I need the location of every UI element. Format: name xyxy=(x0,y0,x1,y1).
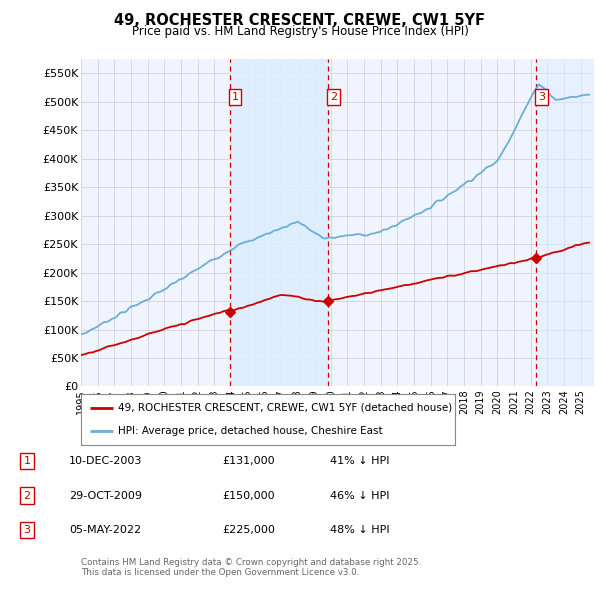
Text: HPI: Average price, detached house, Cheshire East: HPI: Average price, detached house, Ches… xyxy=(118,427,383,437)
Text: 2: 2 xyxy=(23,491,31,500)
Text: 49, ROCHESTER CRESCENT, CREWE, CW1 5YF: 49, ROCHESTER CRESCENT, CREWE, CW1 5YF xyxy=(115,13,485,28)
Text: 10-DEC-2003: 10-DEC-2003 xyxy=(69,457,142,466)
Text: 48% ↓ HPI: 48% ↓ HPI xyxy=(330,525,389,535)
Text: 05-MAY-2022: 05-MAY-2022 xyxy=(69,525,141,535)
Text: £131,000: £131,000 xyxy=(222,457,275,466)
Text: 41% ↓ HPI: 41% ↓ HPI xyxy=(330,457,389,466)
Text: Contains HM Land Registry data © Crown copyright and database right 2025.
This d: Contains HM Land Registry data © Crown c… xyxy=(81,558,421,577)
Text: 1: 1 xyxy=(232,92,239,101)
Text: 2: 2 xyxy=(329,92,337,101)
Text: 3: 3 xyxy=(538,92,545,101)
Text: 3: 3 xyxy=(23,525,31,535)
Text: Price paid vs. HM Land Registry's House Price Index (HPI): Price paid vs. HM Land Registry's House … xyxy=(131,25,469,38)
Text: 49, ROCHESTER CRESCENT, CREWE, CW1 5YF (detached house): 49, ROCHESTER CRESCENT, CREWE, CW1 5YF (… xyxy=(118,402,452,412)
Bar xyxy=(536,59,594,386)
Text: £150,000: £150,000 xyxy=(222,491,275,500)
Text: £225,000: £225,000 xyxy=(222,525,275,535)
Bar xyxy=(230,59,328,386)
Text: 1: 1 xyxy=(23,457,31,466)
Text: 29-OCT-2009: 29-OCT-2009 xyxy=(69,491,142,500)
Text: 46% ↓ HPI: 46% ↓ HPI xyxy=(330,491,389,500)
